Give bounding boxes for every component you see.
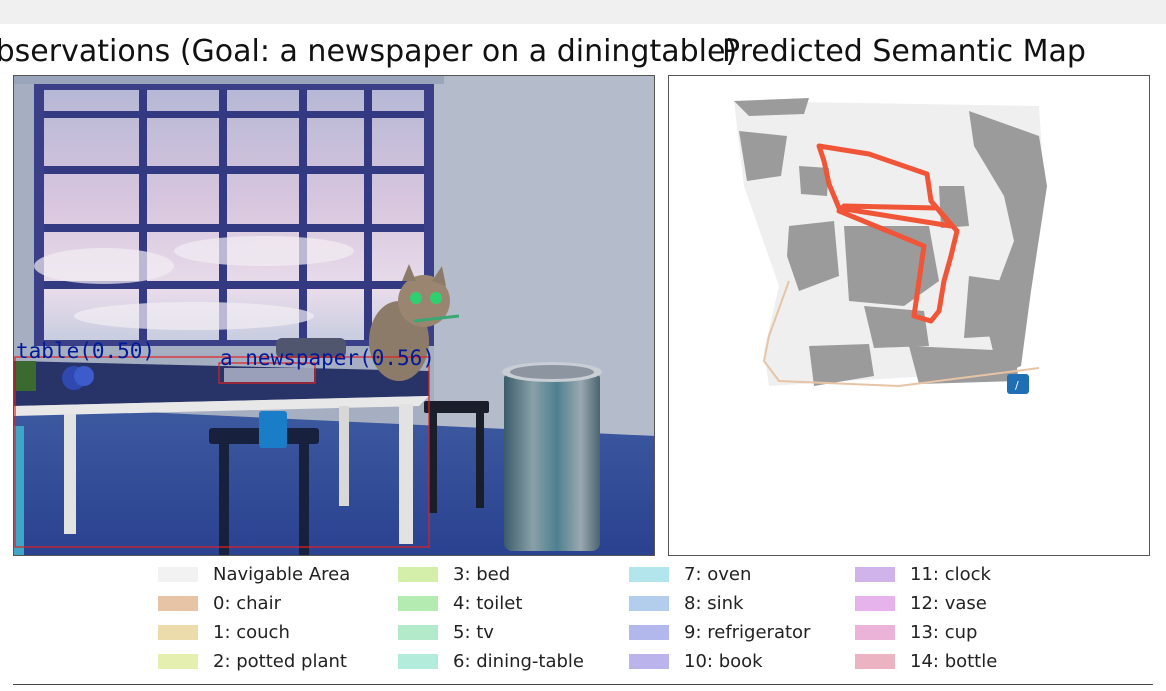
legend-item-bottle: 14: bottle bbox=[855, 649, 997, 673]
svg-text:/: / bbox=[1015, 379, 1019, 392]
legend-item-tv: 5: tv bbox=[398, 620, 494, 644]
detection-label-table: table(0.50) bbox=[16, 339, 155, 363]
legend-swatch bbox=[398, 566, 438, 582]
bottom-divider bbox=[13, 684, 1153, 685]
legend-swatch bbox=[855, 653, 895, 669]
legend-item-chair: 0: chair bbox=[158, 591, 281, 615]
legend-swatch bbox=[158, 653, 198, 669]
legend-item-cup: 13: cup bbox=[855, 620, 977, 644]
legend-item-refrigerator: 9: refrigerator bbox=[629, 620, 810, 644]
semantic-map-canvas: / bbox=[734, 98, 1047, 394]
top-bar bbox=[0, 0, 1166, 24]
legend-swatch bbox=[855, 624, 895, 640]
legend-item-vase: 12: vase bbox=[855, 591, 987, 615]
legend-item-sink: 8: sink bbox=[629, 591, 743, 615]
legend-swatch bbox=[158, 595, 198, 611]
legend-item-dining-table: 6: dining-table bbox=[398, 649, 584, 673]
legend-item-navigable: Navigable Area bbox=[158, 562, 350, 586]
legend-swatch bbox=[158, 566, 198, 582]
legend-item-toilet: 4: toilet bbox=[398, 591, 522, 615]
legend-item-bed: 3: bed bbox=[398, 562, 510, 586]
legend-swatch bbox=[158, 624, 198, 640]
detection-box-table bbox=[14, 356, 430, 548]
observation-title: Observations (Goal: a newspaper on a din… bbox=[0, 34, 738, 69]
legend-swatch bbox=[629, 595, 669, 611]
detection-box-newspaper bbox=[218, 362, 316, 384]
legend-swatch bbox=[398, 653, 438, 669]
legend-swatch bbox=[855, 595, 895, 611]
legend-swatch bbox=[398, 595, 438, 611]
legend-item-book: 10: book bbox=[629, 649, 763, 673]
legend-item-potted-plant: 2: potted plant bbox=[158, 649, 347, 673]
chair-edge bbox=[762, 280, 1040, 388]
agent-trajectory bbox=[816, 143, 960, 324]
observation-view: table(0.50) a newspaper(0.56) bbox=[13, 75, 655, 556]
legend-swatch bbox=[629, 653, 669, 669]
legend-swatch bbox=[629, 566, 669, 582]
semantic-map: / bbox=[668, 75, 1150, 556]
legend-item-clock: 11: clock bbox=[855, 562, 991, 586]
legend-item-couch: 1: couch bbox=[158, 620, 290, 644]
legend-swatch bbox=[855, 566, 895, 582]
legend-swatch bbox=[629, 624, 669, 640]
legend-swatch bbox=[398, 624, 438, 640]
agent-marker bbox=[1007, 374, 1029, 394]
map-title: Predicted Semantic Map bbox=[722, 34, 1086, 69]
legend-item-oven: 7: oven bbox=[629, 562, 751, 586]
scene-image: table(0.50) a newspaper(0.56) bbox=[14, 76, 654, 555]
obstacle-regions bbox=[734, 98, 1047, 386]
detection-label-newspaper: a newspaper(0.56) bbox=[220, 346, 435, 370]
